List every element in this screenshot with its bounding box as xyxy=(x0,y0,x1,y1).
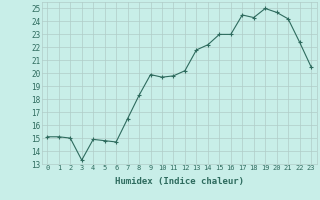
X-axis label: Humidex (Indice chaleur): Humidex (Indice chaleur) xyxy=(115,177,244,186)
